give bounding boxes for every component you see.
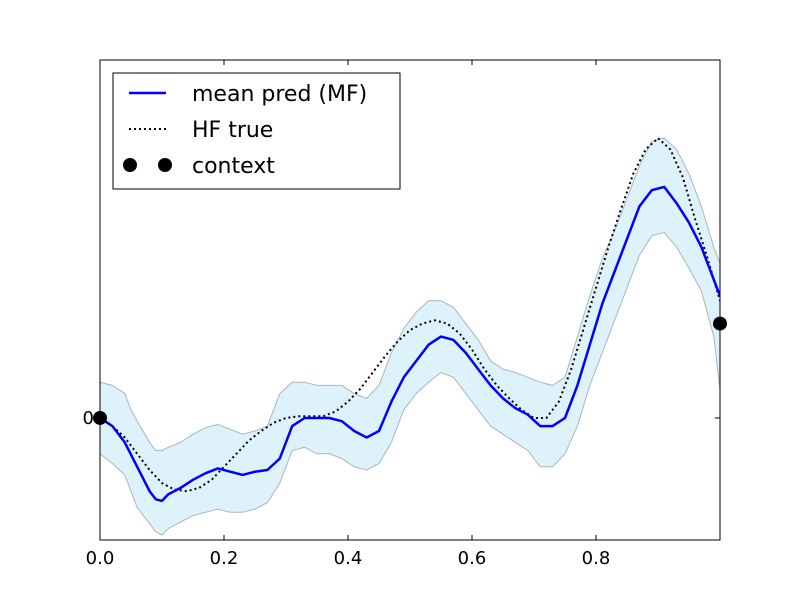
y-tick-label: 0 — [83, 408, 94, 429]
legend-swatch-marker — [158, 158, 172, 172]
confidence-band-upper-edge — [100, 137, 720, 451]
x-tick-label: 0.2 — [210, 548, 239, 569]
x-tick-label: 0.4 — [334, 548, 363, 569]
x-tick-label: 0.6 — [458, 548, 487, 569]
x-tick-label: 0.8 — [582, 548, 611, 569]
x-tick-label: 0.0 — [86, 548, 115, 569]
confidence-band-lower-edge — [100, 231, 720, 536]
legend: mean pred (MF) HF true context — [112, 72, 401, 190]
series-line-mean-pred — [100, 185, 720, 503]
series-layer — [100, 137, 720, 503]
confidence-band — [100, 137, 720, 536]
axis-ticks: 0.0 0.2 0.4 0.6 0.8 0 — [83, 60, 720, 569]
legend-label: mean pred (MF) — [192, 82, 367, 107]
legend-label: context — [192, 154, 275, 179]
legend-label: HF true — [192, 118, 273, 143]
legend-swatch-marker — [123, 158, 137, 172]
plot-frame — [99, 59, 721, 541]
